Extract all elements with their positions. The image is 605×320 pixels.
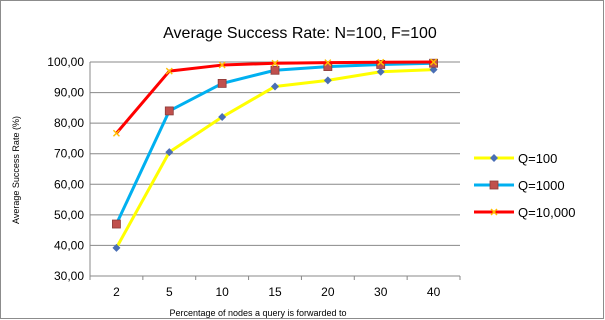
y-tick-label: 50,00 — [54, 208, 84, 222]
data-point — [323, 76, 332, 85]
legend-marker — [490, 208, 498, 216]
legend-label: Q=1000 — [518, 178, 565, 193]
y-tick-label: 40,00 — [54, 238, 84, 252]
data-point — [271, 82, 279, 91]
legend-item: Q=1000 — [474, 178, 565, 193]
data-point — [112, 219, 121, 229]
y-tick-label: 70,00 — [54, 147, 84, 161]
data-point — [112, 243, 121, 252]
x-tick-label: 30 — [374, 285, 388, 299]
data-series — [112, 58, 438, 252]
legend-item: Q=10,000 — [474, 205, 575, 220]
y-axis-label: Average Success Rate (%) — [11, 116, 21, 224]
y-tick-label: 90,00 — [54, 86, 84, 100]
data-point — [164, 106, 174, 116]
axes: 30,00 40,00 50,00 60,00 70,00 80,00 90,00 100,0… — [47, 55, 461, 299]
legend: Q=100 Q=1000 Q=10,000 — [474, 151, 575, 220]
data-point — [377, 58, 385, 66]
data-point — [376, 67, 385, 76]
x-tick-label: 15 — [268, 285, 282, 299]
data-point — [218, 113, 227, 122]
legend-marker — [490, 154, 498, 162]
data-point — [429, 65, 438, 74]
data-point — [430, 58, 438, 66]
data-point — [270, 65, 280, 75]
legend-marker — [489, 180, 499, 190]
y-tick-label: 100,00 — [47, 55, 84, 69]
y-tick-label: 30,00 — [54, 269, 84, 283]
data-point — [112, 129, 120, 137]
data-point — [218, 61, 226, 69]
data-point — [217, 79, 227, 88]
x-tick-label: 2 — [113, 285, 120, 299]
data-point — [271, 59, 279, 67]
legend-label: Q=10,000 — [518, 205, 575, 220]
y-tick-label: 80,00 — [54, 116, 84, 130]
legend-item: Q=100 — [474, 151, 557, 166]
series-2 — [112, 58, 438, 137]
chart-title: Average Success Rate: N=100, F=100 — [163, 25, 437, 42]
y-tick-label: 60,00 — [54, 177, 84, 191]
x-tick-label: 10 — [215, 285, 229, 299]
data-point — [165, 148, 174, 157]
legend-label: Q=100 — [518, 151, 557, 166]
data-point — [324, 59, 332, 67]
x-tick-label: 5 — [166, 285, 173, 299]
data-point — [165, 67, 173, 75]
data-point — [376, 60, 386, 69]
x-tick-label: 20 — [321, 285, 335, 299]
x-tick-label: 40 — [427, 285, 441, 299]
x-axis-label: Percentage of nodes a query is forwarded… — [169, 308, 346, 318]
series-0 — [112, 65, 438, 252]
